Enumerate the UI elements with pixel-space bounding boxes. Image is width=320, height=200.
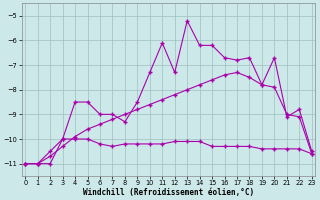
X-axis label: Windchill (Refroidissement éolien,°C): Windchill (Refroidissement éolien,°C) <box>83 188 254 197</box>
